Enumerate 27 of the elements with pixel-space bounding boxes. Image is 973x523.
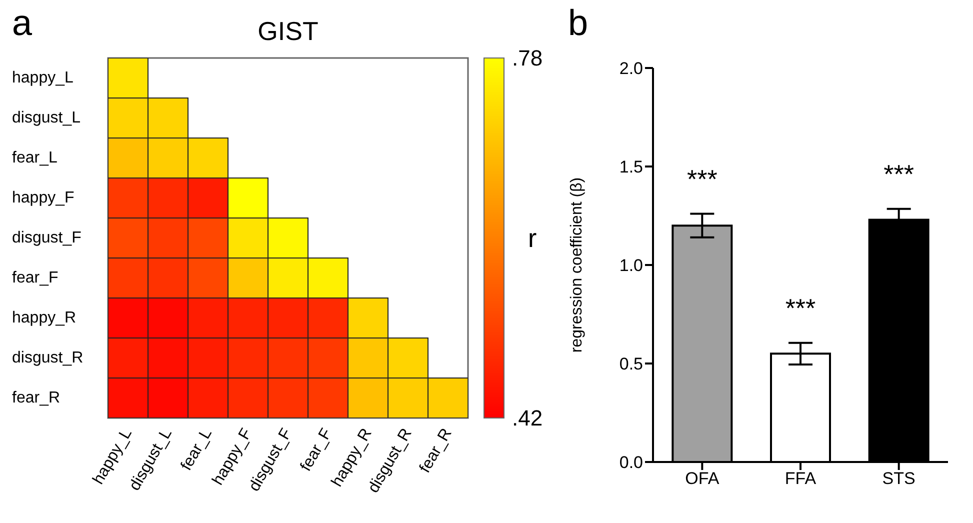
annotation: ***	[884, 158, 914, 189]
color-bar-title: r	[528, 223, 537, 253]
y-tick-label: 1.5	[619, 158, 643, 177]
color-bar-label: .42	[512, 406, 543, 430]
y-tick-label: fear_F	[12, 270, 58, 286]
y-tick-label: happy_F	[12, 190, 74, 206]
y-tick-label: happy_R	[12, 310, 76, 326]
y-tick-label: 2.0	[619, 59, 643, 78]
x-tick-label: OFA	[685, 469, 720, 488]
annotation: ***	[785, 292, 816, 323]
y-tick-label: disgust_F	[12, 230, 82, 246]
text: b	[568, 2, 588, 44]
chart-title: GIST	[256, 16, 320, 47]
y-tick-label: 0.5	[619, 354, 643, 374]
color-bar-label: .78	[512, 46, 543, 70]
y-tick-label: fear_R	[12, 390, 60, 406]
y-tick-label: disgust_L	[12, 110, 81, 126]
y-tick-label: fear_L	[12, 150, 58, 166]
y-tick-label: 0.0	[619, 453, 643, 472]
y-tick-label: happy_L	[12, 70, 74, 86]
y-tick-label: disgust_R	[12, 350, 84, 366]
text: a	[12, 2, 32, 44]
x-tick-label: STS	[882, 469, 916, 488]
annotation: ***	[686, 164, 718, 194]
y-axis-title: regression coefficient (β)	[568, 177, 586, 353]
y-tick-label: 1.0	[619, 256, 643, 276]
x-tick-label: FFA	[784, 469, 817, 488]
